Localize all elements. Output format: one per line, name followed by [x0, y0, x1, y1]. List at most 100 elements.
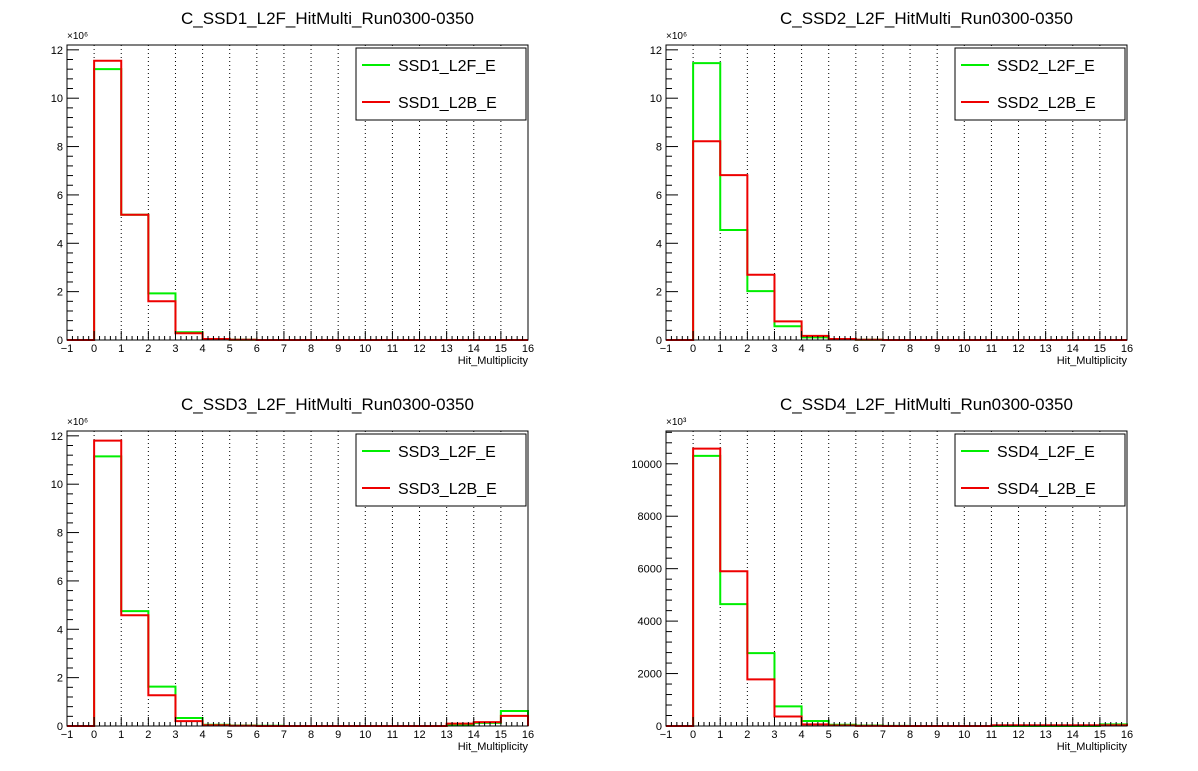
x-tick-label: −1	[61, 729, 74, 741]
chart-panel-ssd3: C_SSD3_L2F_HitMulti_Run0300-0350 −1 0 1 2 3 4 5…	[0, 386, 599, 771]
chart-panel-ssd2: C_SSD2_L2F_HitMulti_Run0300-0350 −1 0 1 2 3 4 5…	[599, 0, 1198, 385]
x-tick-label: 5	[826, 343, 832, 355]
legend-box	[355, 47, 527, 121]
x-tick-label: 9	[934, 729, 940, 741]
chart-panel-ssd4: C_SSD4_L2F_HitMulti_Run0300-0350 −1 0 1 2 3 4 5…	[599, 386, 1198, 771]
chart-title: C_SSD3_L2F_HitMulti_Run0300-0350	[181, 395, 474, 414]
x-tick-label: 12	[1012, 729, 1024, 741]
x-tick-label: 14	[1067, 729, 1079, 741]
x-tick-label: 3	[771, 729, 777, 741]
x-tick-label: 14	[468, 343, 480, 355]
x-tick-label: 15	[1094, 729, 1106, 741]
x-tick-label: 10	[359, 343, 371, 355]
x-tick-label: 9	[335, 729, 341, 741]
x-tick-label: 5	[826, 729, 832, 741]
x-tick-label: 7	[880, 343, 886, 355]
x-tick-label: 7	[281, 343, 287, 355]
x-axis: −1 0 1 2 3 4 5 6 7 8 9 10 11 12 13 14 15 16	[660, 717, 1133, 741]
x-tick-label: 9	[335, 343, 341, 355]
x-tick-label: 2	[744, 729, 750, 741]
y-tick-label: 10	[650, 93, 662, 105]
y-tick-label: 2000	[638, 669, 662, 681]
y-tick-label: 8	[656, 142, 662, 154]
x-tick-label: 11	[387, 343, 398, 355]
x-axis: −1 0 1 2 3 4 5 6 7 8 9 10 11 12 13 14 15 16	[61, 331, 534, 355]
legend-box	[355, 433, 527, 507]
x-tick-label: 4	[200, 729, 206, 741]
y-tick-label: 12	[51, 431, 63, 443]
y-tick-label: 6	[57, 576, 63, 588]
x-tick-label: 0	[690, 343, 696, 355]
x-axis-label: Hit_Multiplicity	[1057, 355, 1128, 367]
x-tick-label: 2	[145, 729, 151, 741]
legend: SSD3_L2F_E SSD3_L2B_E	[355, 433, 527, 507]
x-tick-label: 1	[717, 729, 723, 741]
x-tick-label: 10	[958, 729, 970, 741]
y-tick-label: 12	[51, 45, 63, 57]
legend-entry: SSD3_L2B_E	[398, 481, 497, 498]
series-line-ssd2-l2b-e	[666, 140, 1127, 341]
y-tick-label: 6	[57, 190, 63, 202]
x-tick-label: 4	[200, 343, 206, 355]
x-tick-label: 1	[118, 343, 124, 355]
legend-box	[954, 47, 1126, 121]
y-axis: 0 2 4 6 8 10 12	[650, 45, 678, 347]
y-tick-label: 0	[656, 721, 662, 733]
y-tick-label: 10000	[631, 459, 662, 471]
y-tick-label: 6000	[638, 564, 662, 576]
x-tick-label: 5	[227, 729, 233, 741]
y-tick-label: 4	[57, 238, 63, 250]
y-axis-multiplier: ×10⁶	[666, 31, 687, 42]
legend-entry: SSD4_L2F_E	[997, 444, 1095, 461]
chart-ssd1: C_SSD1_L2F_HitMulti_Run0300-0350−1 0 1 2 3 4 5…	[51, 9, 534, 367]
legend-box	[954, 433, 1126, 507]
chart-title: C_SSD1_L2F_HitMulti_Run0300-0350	[181, 9, 474, 28]
y-axis: 0 2 4 6 8 10 12	[51, 45, 79, 347]
x-tick-label: 3	[172, 343, 178, 355]
x-tick-label: −1	[660, 729, 673, 741]
x-tick-label: 8	[907, 343, 913, 355]
y-tick-label: 10	[51, 479, 63, 491]
x-tick-label: 14	[468, 729, 480, 741]
legend: SSD1_L2F_E SSD1_L2B_E	[355, 47, 527, 121]
x-tick-label: −1	[61, 343, 74, 355]
x-tick-label: 4	[799, 343, 805, 355]
x-tick-label: 9	[934, 343, 940, 355]
x-tick-label: 1	[118, 729, 124, 741]
x-tick-label: 2	[145, 343, 151, 355]
x-tick-label: 11	[986, 343, 997, 355]
legend-entry: SSD1_L2F_E	[398, 58, 496, 75]
y-axis-multiplier: ×10³	[666, 417, 687, 428]
x-tick-label: 12	[413, 343, 425, 355]
y-axis: 0 2 4 6 8 10 12	[51, 431, 79, 733]
y-tick-label: 0	[656, 335, 662, 347]
x-tick-label: 6	[254, 729, 260, 741]
plot-frame	[665, 44, 1128, 341]
x-tick-label: 7	[281, 729, 287, 741]
x-tick-label: 14	[1067, 343, 1079, 355]
y-tick-label: 2	[57, 287, 63, 299]
x-tick-label: 10	[359, 729, 371, 741]
y-tick-label: 6	[656, 190, 662, 202]
x-tick-label: 10	[958, 343, 970, 355]
chart-ssd2: C_SSD2_L2F_HitMulti_Run0300-0350−1 0 1 2 3 4 5…	[650, 9, 1133, 367]
y-tick-label: 12	[650, 45, 662, 57]
x-tick-label: 11	[986, 729, 997, 741]
legend-entry: SSD1_L2B_E	[398, 95, 497, 112]
x-axis-label: Hit_Multiplicity	[458, 355, 529, 367]
y-tick-label: 0	[57, 721, 63, 733]
chart-ssd4: C_SSD4_L2F_HitMulti_Run0300-0350−1 0 1 2 3 4 5…	[631, 395, 1133, 753]
x-tick-label: 16	[522, 343, 534, 355]
legend-entry: SSD3_L2F_E	[398, 444, 496, 461]
x-tick-label: 12	[413, 729, 425, 741]
x-axis: −1 0 1 2 3 4 5 6 7 8 9 10 11 12 13 14 15 16	[660, 331, 1133, 355]
x-tick-label: 8	[308, 343, 314, 355]
chart-ssd3: C_SSD3_L2F_HitMulti_Run0300-0350−1 0 1 2 3 4 5…	[51, 395, 534, 753]
x-tick-label: 0	[91, 729, 97, 741]
y-tick-label: 8000	[638, 511, 662, 523]
y-tick-label: 8	[57, 142, 63, 154]
x-tick-label: 6	[254, 343, 260, 355]
x-tick-label: −1	[660, 343, 673, 355]
x-tick-label: 13	[1040, 729, 1052, 741]
x-tick-label: 7	[880, 729, 886, 741]
